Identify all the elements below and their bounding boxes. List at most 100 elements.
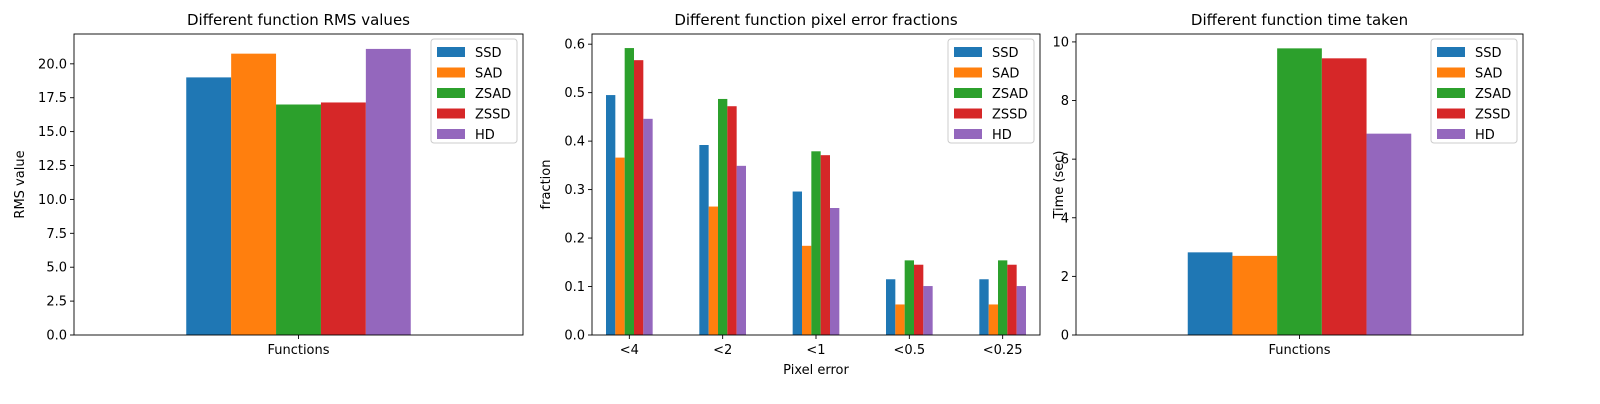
legend-label-hd: HD [475,128,495,143]
bar-zssd-3 [914,264,924,335]
bar-hd-0 [643,118,653,335]
legend-label-zssd: ZSSD [1475,108,1510,123]
legend-label-ssd: SSD [1475,46,1502,61]
legend-swatch-sad [954,67,982,78]
bar-ssd-4 [979,279,989,335]
bar-zsad-1 [718,98,728,335]
bar-sad-2 [802,245,812,335]
x-tick-label: <4 [620,343,639,358]
bar-zsad-0 [624,48,634,336]
bar-sad-1 [708,206,718,335]
y-tick-label: 15.0 [38,125,67,140]
y-tick-label: 0.0 [564,329,585,344]
y-tick-label: 20.0 [38,57,67,72]
legend-label-ssd: SSD [475,46,502,61]
y-tick-label: 0.6 [564,38,585,53]
legend-label-zsad: ZSAD [1475,87,1511,102]
legend-label-ssd: SSD [992,46,1019,61]
bar-ssd-3 [886,279,896,335]
bar-sad-0 [1232,255,1278,335]
legend-label-zsad: ZSAD [475,87,511,102]
chart-title: Different function RMS values [187,11,410,29]
bar-hd-2 [830,208,840,335]
bars [606,48,1026,336]
legend: SSD SAD ZSAD ZSSD HD [430,38,518,144]
legend-swatch-zssd [954,108,982,119]
y-tick-label: 0.0 [46,329,67,344]
subplot-1: 0.0 2.5 5.0 7.5 10.0 12.5 15.0 17.5 20.0 Function… [13,11,524,358]
legend: SSD SAD ZSAD ZSSD HD [947,38,1035,144]
x-tick-label: Functions [1268,343,1330,358]
legend-label-sad: SAD [475,67,502,82]
legend-swatch-zssd [1437,108,1465,119]
legend-swatch-zsad [437,88,465,98]
bar-zsad-0 [276,104,321,335]
bar-sad-4 [988,304,998,335]
y-tick-label: 0.4 [564,135,585,150]
y-axis-label: Time (sec) [1052,150,1067,219]
bar-ssd-1 [699,145,709,335]
bars [186,48,411,335]
bar-zsad-4 [998,260,1008,335]
bar-ssd-0 [186,77,232,335]
bar-zsad-3 [904,260,914,335]
bar-ssd-0 [1187,252,1233,335]
legend: SSD SAD ZSAD ZSSD HD [1430,38,1518,144]
legend-swatch-zsad [1437,88,1465,98]
x-tick-label: <2 [713,343,732,358]
bar-sad-3 [895,304,905,335]
bar-ssd-2 [792,191,802,335]
bar-hd-1 [736,165,746,335]
bar-zssd-1 [727,106,737,335]
legend-label-zsad: ZSAD [992,87,1028,102]
legend-label-hd: HD [992,128,1012,143]
x-tick-label: <1 [806,343,825,358]
x-axis-label: Pixel error [783,363,849,378]
y-tick-label: 17.5 [38,91,67,106]
bar-zssd-0 [320,102,366,335]
y-tick-label: 0.2 [564,232,585,247]
bar-zsad-0 [1277,48,1322,336]
y-axis-label: RMS value [13,150,28,218]
bar-sad-0 [615,157,625,335]
y-tick-label: 4 [1061,211,1069,226]
bar-hd-3 [923,286,933,335]
y-tick-label: 2 [1061,270,1069,285]
y-tick-label: 8 [1061,94,1069,109]
y-tick-label: 0.5 [564,86,585,101]
y-tick-label: 0.3 [564,183,585,198]
legend-label-sad: SAD [992,67,1019,82]
bar-sad-0 [231,53,277,335]
bar-zssd-2 [820,155,830,335]
legend-swatch-hd [437,129,465,139]
y-axis-label: fraction [539,160,554,210]
chart-title: Different function pixel error fractions [674,11,958,29]
bar-hd-4 [1016,286,1026,335]
legend-swatch-ssd [954,47,982,57]
y-tick-label: 7.5 [46,227,67,242]
legend-label-zssd: ZSSD [475,108,510,123]
bar-zssd-0 [1321,58,1367,335]
legend-swatch-sad [1437,67,1465,78]
y-tick-label: 10 [1052,35,1069,50]
legend-swatch-hd [1437,129,1465,139]
bar-zssd-4 [1007,264,1017,335]
legend-swatch-ssd [437,47,465,57]
bars [1187,48,1412,336]
legend-swatch-hd [954,129,982,139]
y-tick-label: 10.0 [38,193,67,208]
y-tick-label: 0.1 [564,280,585,295]
y-tick-label: 12.5 [38,159,67,174]
legend-label-zssd: ZSSD [992,108,1027,123]
y-tick-label: 6 [1061,153,1069,168]
y-tick-label: 5.0 [46,261,67,276]
legend-label-hd: HD [1475,128,1495,143]
legend-swatch-zsad [954,88,982,98]
chart-title: Different function time taken [1191,11,1408,29]
legend-swatch-sad [437,67,465,78]
y-tick-label: 0 [1061,329,1069,344]
legend-swatch-zssd [437,108,465,119]
x-tick-label: <0.5 [894,343,926,358]
